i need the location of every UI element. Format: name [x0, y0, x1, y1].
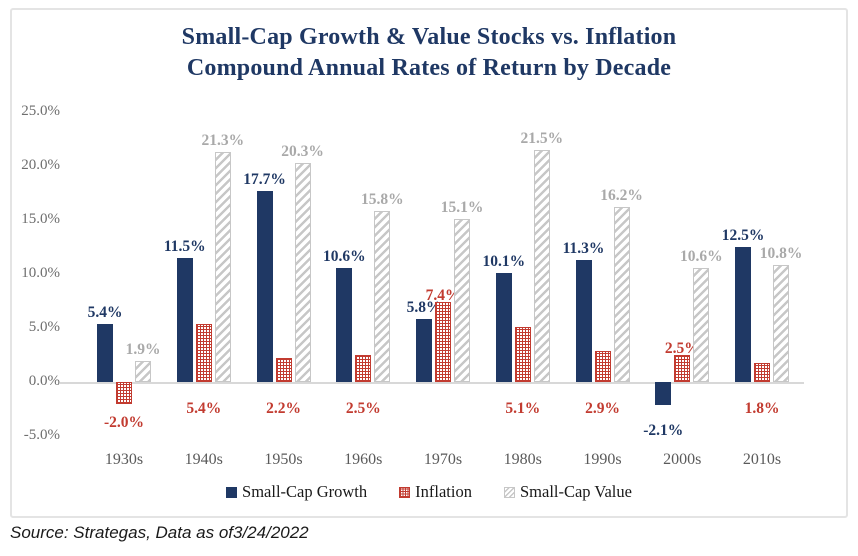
label-small-cap-value-1990s: 16.2%	[600, 187, 643, 205]
legend-label-inflation: Inflation	[415, 482, 472, 501]
x-axis-label-1970s: 1970s	[423, 451, 463, 468]
chart-title-line1: Small-Cap Growth & Value Stocks vs. Infl…	[181, 24, 677, 50]
bar-small-cap-growth-1930s	[97, 323, 113, 382]
x-axis-label-1990s: 1990s	[583, 451, 622, 468]
label-inflation-1990s: 2.9%	[585, 400, 620, 417]
y-axis-tick-0-0: 0.0%	[28, 373, 60, 389]
bar-small-cap-growth-2010s	[735, 247, 751, 382]
label-small-cap-growth-1970s: 5.8%	[406, 299, 442, 317]
bar-small-cap-value-1960s	[374, 211, 391, 382]
bar-small-cap-growth-1990s	[575, 259, 592, 382]
label-small-cap-growth-2010s: 12.5%	[721, 227, 765, 244]
label-small-cap-value-1960s: 15.8%	[360, 191, 404, 209]
legend-item-small-cap-value: Small-Cap Value	[503, 482, 632, 502]
label-inflation-1970s: 7.4%	[425, 287, 461, 305]
chart-title-line2: Compound Annual Rates of Return by Decad…	[186, 55, 672, 81]
bar-small-cap-value-1930s	[135, 361, 151, 382]
label-small-cap-growth-1940s: 11.5%	[163, 237, 206, 255]
bar-small-cap-growth-2000s	[655, 382, 672, 405]
label-inflation-1930s: -2.0%	[103, 413, 145, 431]
legend-marker-inflation-icon	[399, 486, 411, 498]
bar-inflation-1930s	[116, 382, 132, 404]
label-small-cap-growth-1980s: 10.1%	[482, 252, 526, 270]
legend-label-small-cap-growth: Small-Cap Growth	[242, 482, 368, 501]
bar-inflation-1980s	[514, 326, 531, 382]
bar-small-cap-value-1980s	[533, 149, 550, 382]
bar-small-cap-value-2000s	[693, 267, 710, 382]
bar-small-cap-growth-1980s	[495, 272, 512, 382]
y-axis-tick-10-0: 10.0%	[21, 265, 60, 281]
legend-label-small-cap-value: Small-Cap Value	[519, 482, 632, 501]
x-axis-label-1960s: 1960s	[344, 451, 383, 468]
label-inflation-1950s: 2.2%	[266, 400, 301, 417]
label-small-cap-value-2010s: 10.8%	[759, 245, 803, 263]
label-small-cap-value-1970s: 15.1%	[440, 198, 484, 216]
bar-inflation-2000s	[674, 355, 691, 382]
bar-inflation-1950s	[275, 358, 292, 382]
bar-small-cap-value-2010s	[773, 265, 789, 382]
bar-small-cap-value-1950s	[294, 162, 311, 382]
label-inflation-1960s: 2.5%	[345, 400, 381, 417]
x-axis-label-1950s: 1950s	[264, 451, 303, 468]
x-axis-line	[60, 382, 804, 384]
bar-small-cap-value-1940s	[214, 151, 231, 382]
label-small-cap-growth-1960s: 10.6%	[322, 247, 366, 265]
label-small-cap-value-1950s: 20.3%	[281, 142, 324, 160]
label-small-cap-value-1930s: 1.9%	[125, 341, 161, 359]
y-axis-tick-5-0: 5.0%	[28, 319, 60, 335]
bar-small-cap-growth-1950s	[256, 190, 273, 382]
x-axis-label-2000s: 2000s	[663, 451, 702, 468]
chart-legend: Small-Cap Growth Inflation Small-Cap Val…	[12, 482, 846, 502]
bar-inflation-1960s	[355, 355, 372, 382]
legend-item-small-cap-growth: Small-Cap Growth	[226, 482, 367, 502]
label-small-cap-growth-2000s: -2.1%	[643, 421, 684, 439]
bar-inflation-2010s	[754, 362, 770, 382]
bar-inflation-1940s	[195, 323, 212, 382]
x-axis-label-2010s: 2010s	[742, 451, 782, 468]
legend-marker-small-cap-value-icon	[503, 486, 515, 498]
bar-small-cap-value-1990s	[613, 207, 630, 382]
label-inflation-2010s: 1.8%	[744, 400, 780, 417]
y-axis-tick-25-0: 25.0%	[21, 103, 60, 119]
chart-frame: Small-Cap Growth & Value Stocks vs. Infl…	[10, 8, 848, 518]
bar-inflation-1990s	[594, 350, 611, 382]
bar-small-cap-value-1970s	[454, 218, 470, 382]
label-small-cap-value-1940s: 21.3%	[201, 131, 245, 149]
label-small-cap-growth-1950s: 17.7%	[243, 170, 286, 188]
chart-title: Small-Cap Growth & Value Stocks vs. Infl…	[12, 22, 846, 84]
label-small-cap-value-1980s: 21.5%	[520, 129, 564, 147]
bar-small-cap-growth-1960s	[336, 267, 353, 382]
label-inflation-2000s: 2.5%	[664, 340, 700, 357]
bar-inflation-1970s	[435, 302, 451, 382]
bar-small-cap-growth-1970s	[416, 319, 432, 382]
bar-small-cap-growth-1940s	[176, 257, 193, 382]
y-axis-tick-5-0: -5.0%	[23, 427, 60, 443]
legend-marker-small-cap-growth-icon	[226, 486, 238, 498]
label-small-cap-growth-1930s: 5.4%	[87, 303, 123, 321]
label-inflation-1980s: 5.1%	[505, 400, 541, 417]
label-small-cap-value-2000s: 10.6%	[679, 247, 723, 265]
y-axis-tick-20-0: 20.0%	[21, 157, 60, 173]
label-small-cap-growth-1990s: 11.3%	[562, 239, 605, 257]
y-axis-tick-15-0: 15.0%	[21, 211, 60, 227]
source-caption: Source: Strategas, Data as of3/24/2022	[10, 523, 309, 542]
legend-item-inflation: Inflation	[399, 482, 472, 502]
x-axis-label-1980s: 1980s	[503, 451, 542, 468]
label-inflation-1940s: 5.4%	[186, 400, 222, 417]
x-axis-label-1940s: 1940s	[184, 451, 223, 468]
x-axis-label-1930s: 1930s	[104, 451, 144, 468]
